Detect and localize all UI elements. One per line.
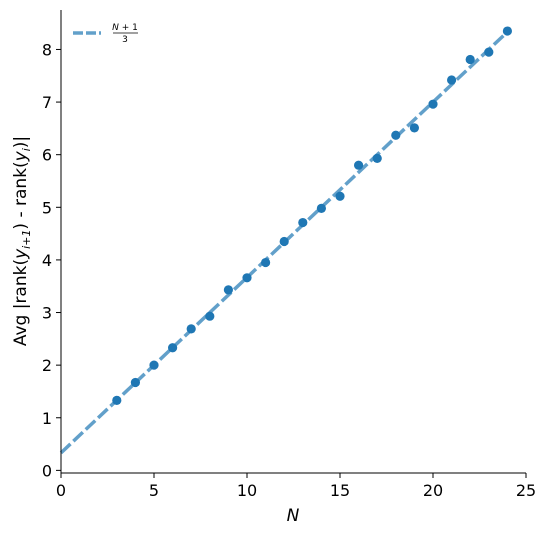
y-axis-label-part3: )| <box>11 136 31 148</box>
data-point <box>298 217 308 228</box>
legend-label-fraction: N + 1 3 <box>112 23 138 45</box>
x-axis-label: N <box>287 506 300 526</box>
x-tick-label: 5 <box>149 481 159 500</box>
y-axis-label: Avg |rank(yi+1) - rank(yi)| <box>11 136 33 346</box>
y-axis-label-y2: y <box>11 150 31 162</box>
y-tick-label: 8 <box>42 40 52 59</box>
y-axis-label-sub2: i <box>20 148 33 151</box>
x-tick-label: 15 <box>330 481 350 500</box>
data-point <box>149 360 159 370</box>
y-tick-label: 0 <box>42 461 52 480</box>
axes <box>60 10 526 474</box>
data-point <box>391 130 401 140</box>
plot-area <box>59 26 512 455</box>
x-tick-label: 10 <box>237 481 257 500</box>
data-point <box>130 377 140 388</box>
data-point <box>335 191 345 201</box>
data-point <box>372 153 382 163</box>
x-tick-label: 20 <box>423 481 443 500</box>
legend: N + 1 3 <box>73 23 138 45</box>
data-point <box>205 311 215 321</box>
data-point <box>428 99 438 109</box>
data-point <box>186 324 196 334</box>
data-point <box>279 236 289 247</box>
y-tick-label: 5 <box>42 198 52 217</box>
y-axis-label-y1: y <box>11 248 31 260</box>
legend-label-numerator: N + 1 <box>112 23 138 33</box>
ticks: 0 5 10 15 20 25 0 1 2 3 4 5 6 7 8 <box>42 40 536 500</box>
legend-label-denominator: 3 <box>122 35 128 45</box>
y-axis-label-part1: Avg |rank( <box>11 259 31 346</box>
y-tick-label: 7 <box>42 93 52 112</box>
x-tick-label: 25 <box>516 481 536 500</box>
y-tick-label: 3 <box>42 304 52 323</box>
y-tick-label: 1 <box>42 409 52 428</box>
data-point <box>168 343 178 353</box>
x-tick-label: 0 <box>56 481 66 500</box>
data-point <box>354 160 364 170</box>
data-point <box>409 123 419 133</box>
data-point <box>112 395 122 405</box>
data-point <box>223 285 233 295</box>
y-axis-label-sub1: i+1 <box>20 230 33 249</box>
data-point <box>261 257 271 268</box>
y-tick-label: 6 <box>42 146 52 165</box>
y-axis-label-part2: ) - rank( <box>11 161 31 229</box>
data-point <box>502 26 512 36</box>
data-point <box>484 47 494 57</box>
data-point <box>242 273 252 283</box>
y-tick-label: 4 <box>42 251 52 270</box>
data-point <box>465 54 475 65</box>
data-point <box>447 75 457 85</box>
data-point <box>316 203 326 213</box>
y-tick-label: 2 <box>42 356 52 375</box>
